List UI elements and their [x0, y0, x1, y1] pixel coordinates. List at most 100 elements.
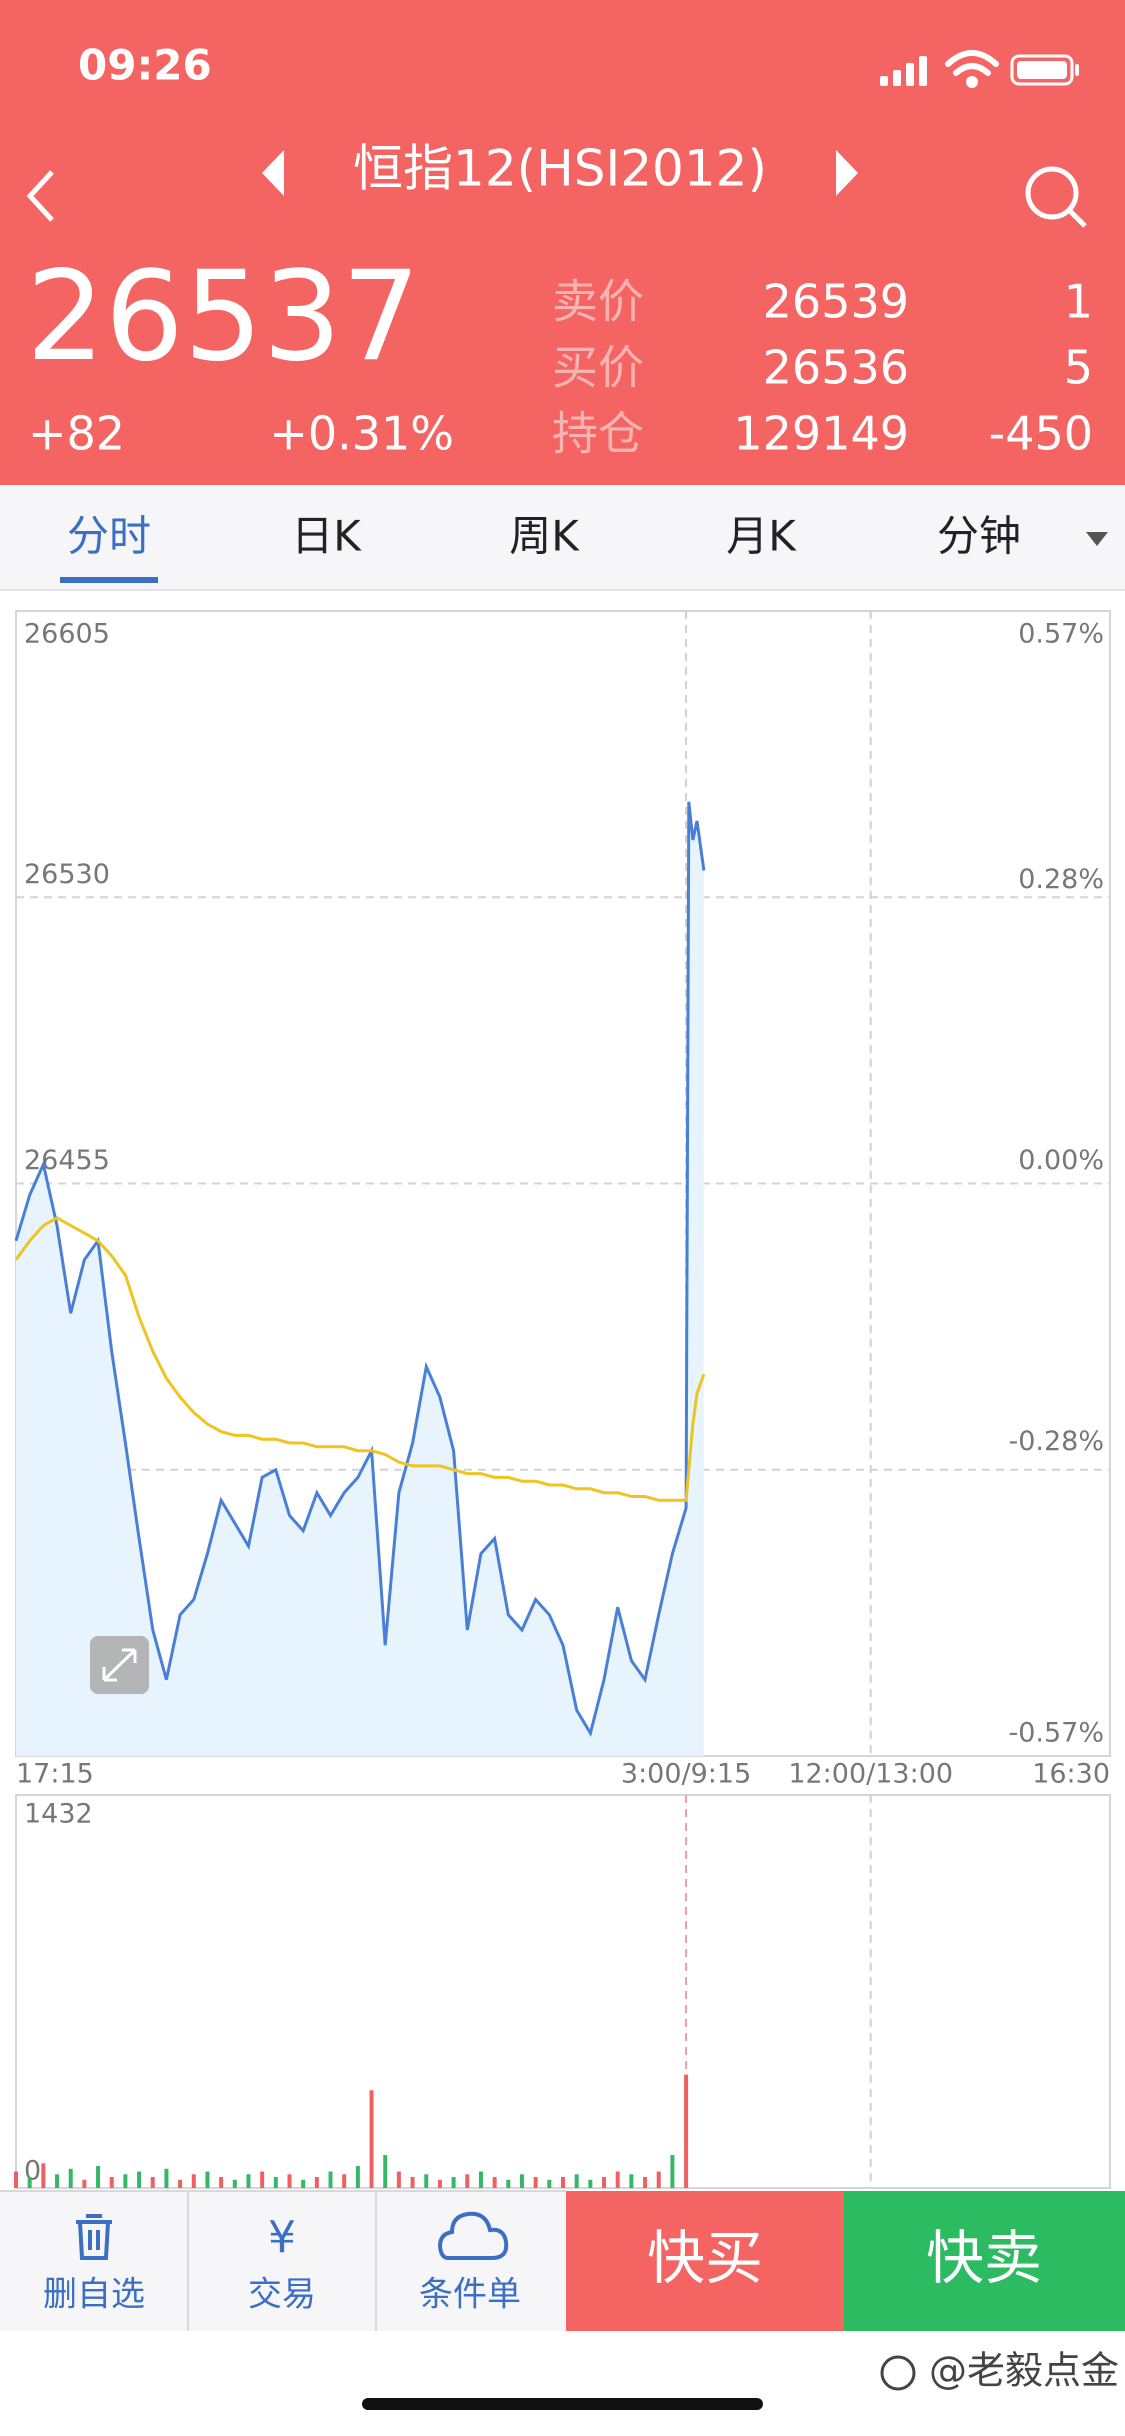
price-change: +82 — [28, 407, 125, 461]
buy-button[interactable] — [566, 2191, 844, 2331]
quote-label: 买价 — [552, 341, 644, 395]
watermark-logo — [880, 2355, 916, 2391]
home-indicator — [362, 2398, 763, 2410]
volume-bar — [670, 2155, 675, 2188]
search-button[interactable] — [1025, 166, 1087, 228]
x-tick-label: 16:30 — [1032, 1759, 1110, 1790]
back-button[interactable] — [26, 170, 54, 222]
volume-bar — [643, 2177, 648, 2188]
tab[interactable]: 周K — [509, 512, 580, 561]
price-area — [16, 801, 704, 1756]
contract-title: 恒指12(HSI2012) — [353, 140, 767, 198]
last-price: 26537 — [26, 245, 420, 389]
trade-icon: ¥ — [268, 2212, 296, 2263]
volume-bar — [602, 2177, 607, 2188]
prev-contract[interactable] — [262, 150, 284, 196]
volume-bar — [55, 2174, 60, 2188]
watermark: @老毅点金 — [929, 2349, 1119, 2393]
toolbar-label[interactable]: 交易 — [248, 2275, 316, 2315]
status-time: 09:26 — [78, 41, 212, 90]
volume-bar — [437, 2179, 442, 2188]
quote-value: 26536 — [763, 341, 909, 395]
buy-label[interactable]: 快买 — [647, 2224, 763, 2292]
volume-bar — [396, 2171, 401, 2188]
y-tick-label: 1432 — [24, 1799, 93, 1830]
volume-bar — [27, 2177, 32, 2188]
volume-bar — [342, 2174, 347, 2188]
volume-bar — [178, 2179, 183, 2188]
volume-frame — [15, 1794, 1111, 2189]
volume-bar — [656, 2171, 661, 2188]
volume-bar — [424, 2174, 429, 2188]
price-line — [14, 801, 706, 1737]
quote-value: 26539 — [763, 275, 909, 329]
wifi-icon — [945, 50, 999, 88]
volume-bar — [533, 2177, 538, 2188]
quote-qty: 5 — [1064, 341, 1093, 395]
volume-bar — [383, 2155, 388, 2188]
toolbar-label[interactable]: 删自选 — [43, 2275, 145, 2315]
quote-label: 持仓 — [552, 407, 644, 461]
volume-bar — [465, 2174, 470, 2188]
volume-bar — [684, 2074, 689, 2188]
volume-bar — [355, 2166, 360, 2188]
toolbar-label[interactable]: 条件单 — [419, 2275, 521, 2315]
volume-bar — [301, 2179, 306, 2188]
y-tick-label: 26530 — [24, 859, 110, 890]
expand-button[interactable] — [90, 1636, 149, 1694]
volume-bar — [96, 2166, 101, 2188]
tab[interactable]: 日K — [291, 512, 362, 561]
volume-bar — [273, 2177, 278, 2188]
volume-bar — [232, 2179, 237, 2188]
y2-tick-label: -0.28% — [1008, 1426, 1104, 1457]
volume-bar — [246, 2174, 251, 2188]
volume-bar — [123, 2174, 128, 2188]
volume-bar — [629, 2174, 634, 2188]
quote-qty: 1 — [1064, 275, 1093, 329]
y2-tick-label: 0.00% — [1018, 1145, 1104, 1176]
average-line — [14, 1216, 706, 1502]
delete-icon — [76, 2214, 112, 2260]
x-tick-label: 3:00/9:15 — [621, 1759, 751, 1790]
y-tick-label: 26605 — [24, 619, 110, 650]
tab[interactable]: 月K — [726, 512, 797, 561]
tab-dropdown[interactable] — [1086, 532, 1108, 546]
tab-underline — [60, 577, 158, 583]
volume-bar — [492, 2177, 497, 2188]
price-change-pct: +0.31% — [269, 407, 454, 461]
volume-bar — [164, 2168, 169, 2188]
volume-bar — [137, 2171, 142, 2188]
volume-bar — [410, 2177, 415, 2188]
y2-tick-label: 0.57% — [1018, 619, 1104, 650]
volume-bar — [287, 2174, 292, 2188]
y2-tick-label: 0.28% — [1018, 864, 1104, 895]
volume-bar — [260, 2171, 265, 2188]
y-tick-label: 0 — [24, 2156, 41, 2187]
quote-qty: -450 — [989, 407, 1093, 461]
volume-bar — [328, 2171, 333, 2188]
volume-bar — [191, 2174, 196, 2188]
volume-bar — [369, 2090, 374, 2188]
volume-bar — [205, 2171, 210, 2188]
y2-tick-label: -0.57% — [1008, 1718, 1104, 1749]
signal-icon — [880, 56, 927, 86]
volume-bar — [219, 2177, 224, 2188]
volume-bar — [574, 2174, 579, 2188]
volume-bar — [109, 2177, 114, 2188]
header-bg — [0, 0, 1125, 485]
tab[interactable]: 分时 — [67, 512, 151, 561]
tab[interactable]: 分钟 — [937, 512, 1021, 561]
volume-bar — [314, 2177, 319, 2188]
volume-bar — [561, 2177, 565, 2188]
volume-bar — [451, 2177, 456, 2188]
sell-button[interactable] — [844, 2191, 1125, 2331]
x-tick-label: 12:00/13:00 — [788, 1759, 953, 1790]
quote-label: 卖价 — [552, 275, 644, 329]
next-contract[interactable] — [836, 150, 858, 196]
volume-bar — [506, 2179, 511, 2188]
sell-label[interactable]: 快卖 — [926, 2224, 1042, 2292]
battery-icon — [1010, 54, 1079, 86]
volume-bar — [519, 2174, 524, 2188]
volume-bar — [82, 2179, 87, 2188]
